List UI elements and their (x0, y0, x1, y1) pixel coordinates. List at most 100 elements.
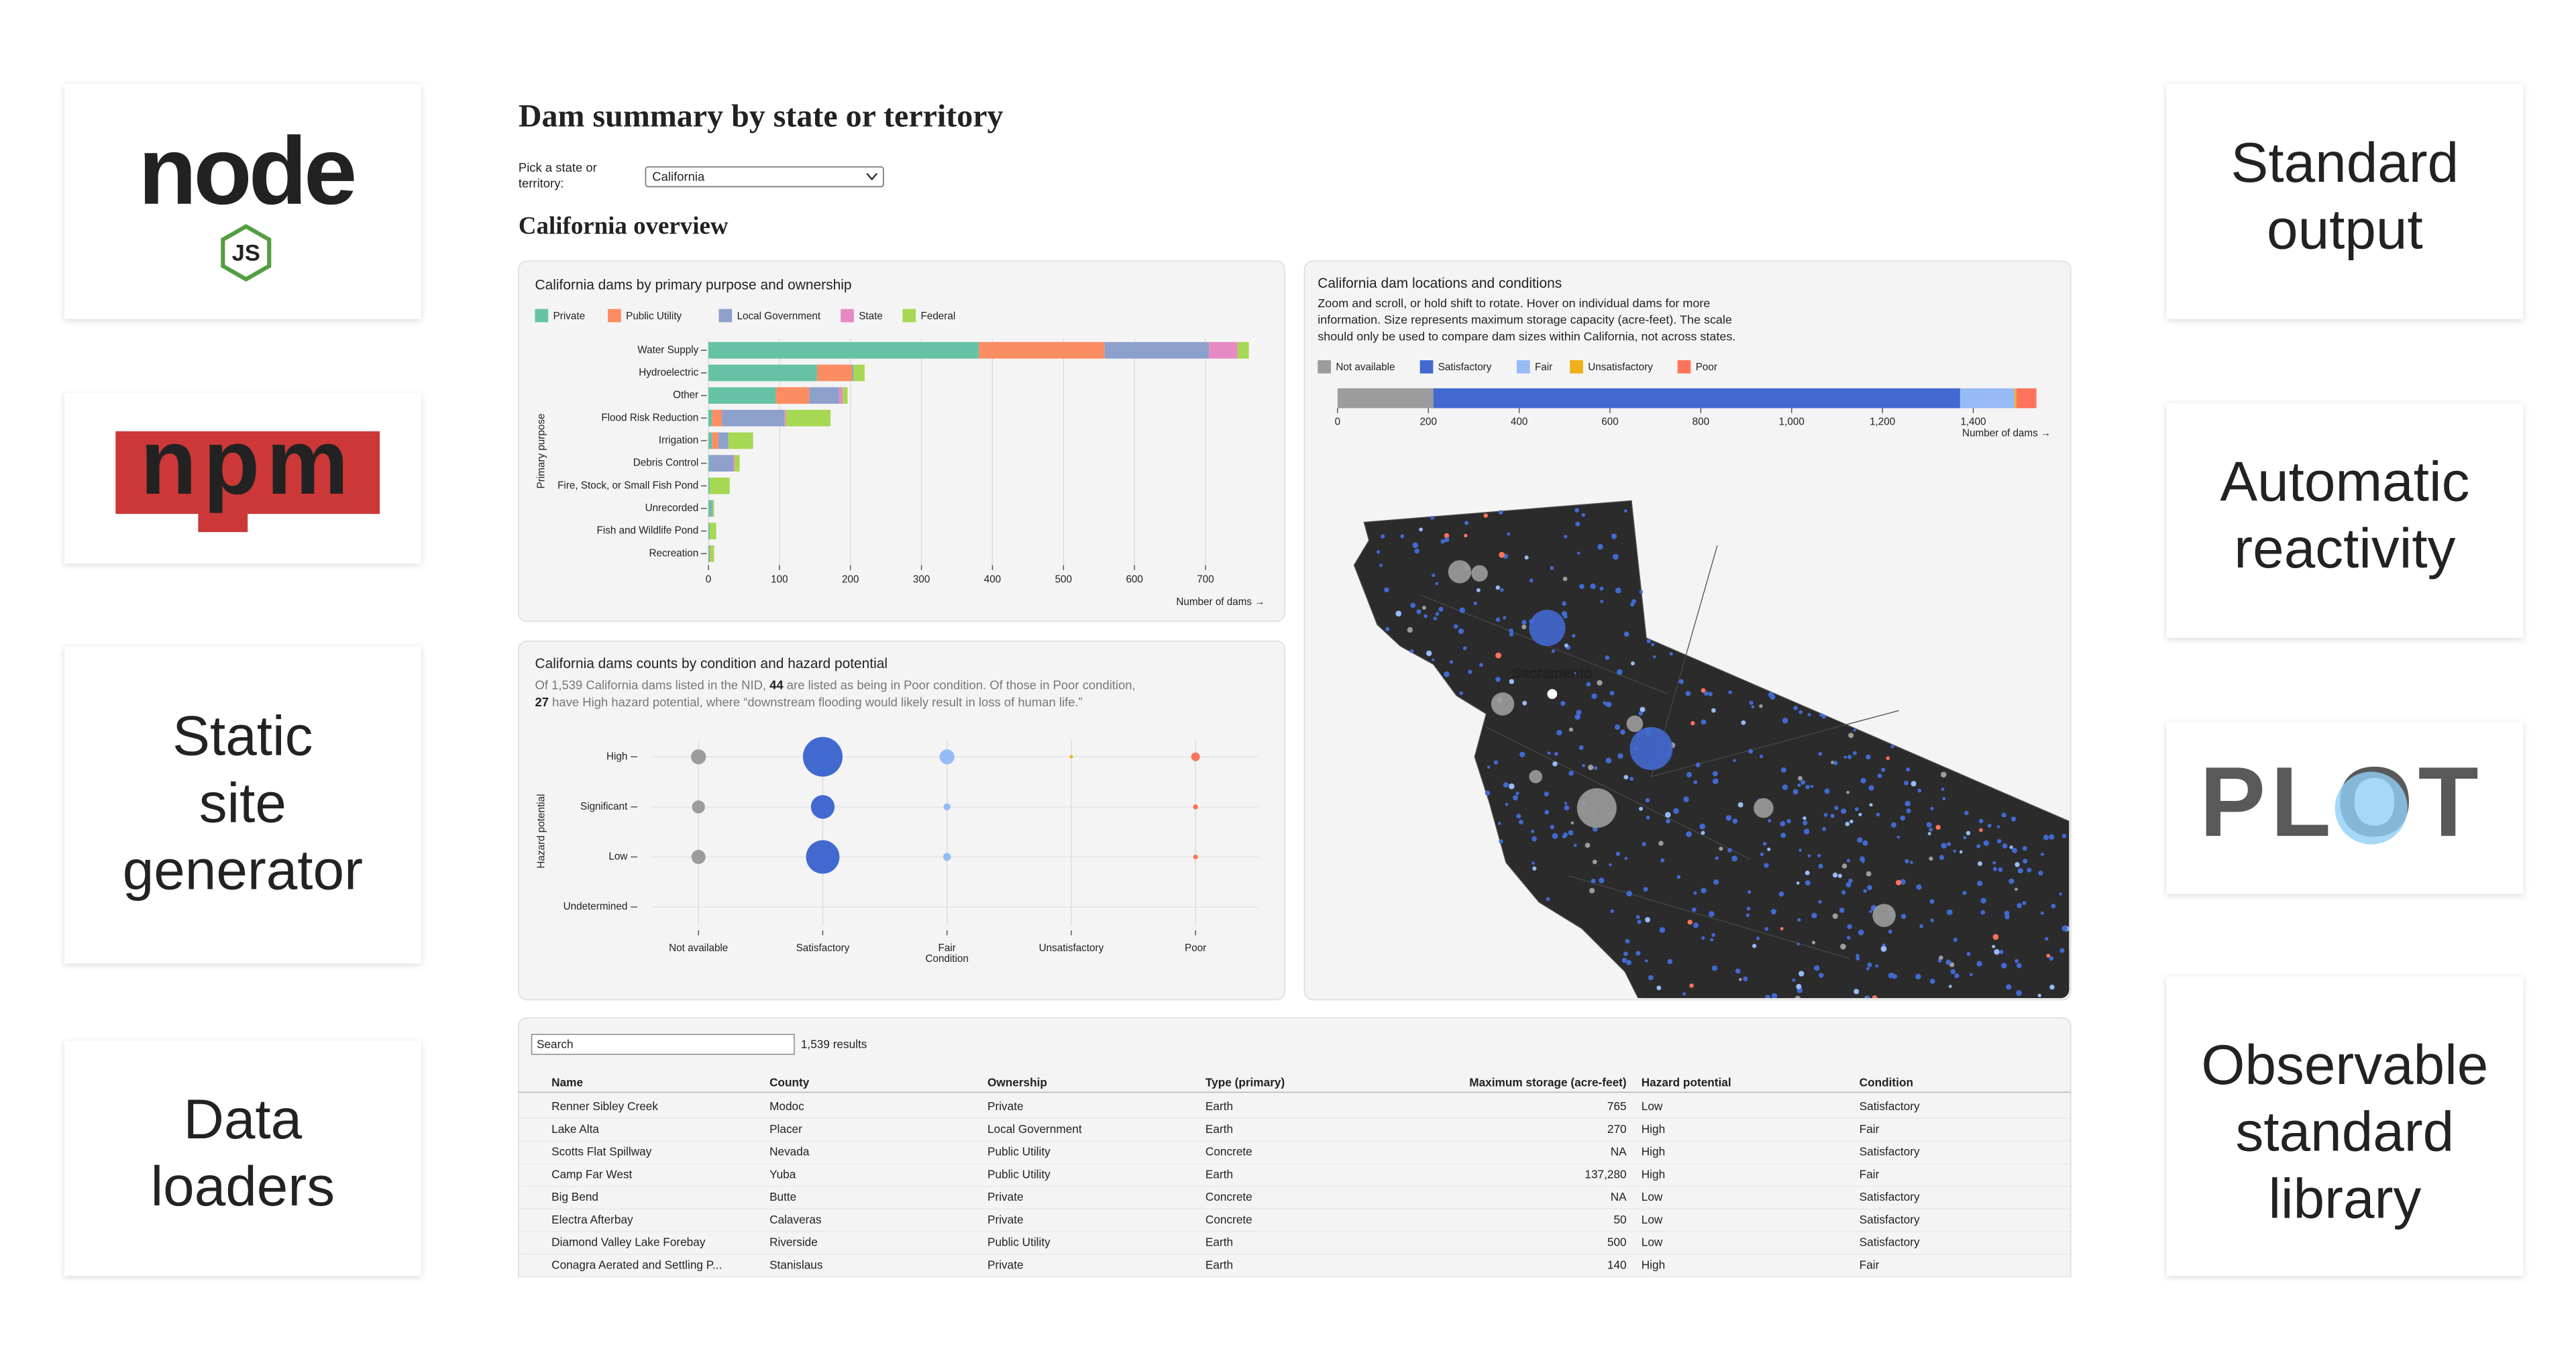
feature-label: reactivity (2234, 517, 2455, 580)
map-dot (1845, 882, 1851, 888)
map-dot (1582, 764, 1585, 767)
map-dot (1945, 959, 1951, 965)
column-header[interactable]: Ownership (987, 1075, 1047, 1089)
map-dot (1979, 828, 1983, 832)
map-dot (1626, 960, 1631, 965)
search-input[interactable] (531, 1034, 795, 1055)
map-dot (1498, 510, 1503, 515)
x-tick-label: 1,200 (1870, 416, 1895, 427)
map-dot (1962, 891, 1967, 896)
bar-segment (1237, 341, 1249, 359)
bar-segment (853, 364, 865, 382)
map-dot (1631, 599, 1637, 604)
column-header[interactable]: Maximum storage (acre-feet) (1469, 1075, 1626, 1089)
map-dot (1890, 744, 1894, 749)
table-cell: Fair (1860, 1167, 1880, 1181)
picker-select[interactable] (645, 166, 884, 188)
feature-label: Automatic (2220, 449, 2469, 512)
map-dot (1614, 724, 1621, 730)
legend-swatch (718, 309, 733, 323)
map-dot (1888, 929, 1892, 934)
column-header[interactable]: Hazard potential (1642, 1075, 1731, 1089)
map-dot (1532, 861, 1535, 865)
map-dot (1513, 795, 1518, 801)
map-dot (1708, 911, 1715, 917)
map-dot (2022, 901, 2027, 906)
npm-logo-tab (198, 504, 248, 533)
map-dot (1841, 808, 1847, 814)
npm-logo-box (115, 431, 380, 514)
search-placeholder: Search (537, 1038, 574, 1051)
map-dot (1640, 706, 1646, 712)
legend-swatch (902, 309, 916, 323)
map-dot (1832, 913, 1838, 919)
map-dot (1793, 706, 1798, 710)
map-dot (1666, 818, 1670, 824)
map-dot (2017, 867, 2023, 874)
table-cell: Diamond Valley Lake Forebay (551, 1236, 706, 1249)
y-tick-label: Fish and Wildlife Pond (597, 525, 699, 537)
feature-card (2166, 403, 2524, 638)
dashboard-title: Dam summary by state or territory (519, 98, 1004, 133)
map-dot (2006, 984, 2012, 990)
node-hexagon (221, 223, 272, 282)
bar-segment (2015, 388, 2017, 409)
column-header[interactable]: County (769, 1075, 810, 1089)
map-dot (1656, 985, 1662, 991)
map-dot (1524, 555, 1529, 560)
map-dot (1980, 898, 1986, 904)
map-dot (2001, 812, 2006, 818)
map-dot (1780, 832, 1786, 838)
map-dot (1819, 712, 1823, 717)
map-dot (1803, 828, 1810, 834)
map-dot (1950, 969, 1956, 975)
legend-label: Unsatisfactory (1588, 362, 1653, 373)
map-dot (1954, 973, 1960, 979)
feature-label: standard (2236, 1100, 2455, 1163)
county-line (1486, 726, 1751, 860)
legend-label: Not available (1336, 362, 1395, 373)
map-dot (1646, 639, 1651, 643)
map-dot (1673, 808, 1679, 814)
y-tick-label: Hydroelectric (639, 367, 698, 378)
feature-label: Static (172, 704, 313, 767)
bar-segment (708, 432, 712, 449)
table-cell: Riverside (769, 1236, 818, 1249)
table-cell: Satisfactory (1860, 1213, 1920, 1226)
column-header[interactable]: Type (primary) (1205, 1075, 1285, 1089)
bar-segment (775, 387, 810, 404)
map-dot (1561, 610, 1568, 617)
map-dot (1807, 712, 1811, 716)
map-dot (1760, 853, 1764, 857)
map-dot (2016, 963, 2022, 969)
map-dot (2041, 852, 2044, 856)
y-tick-label: Low (608, 851, 628, 863)
map-dot (1464, 521, 1469, 525)
map-dot (1384, 587, 1389, 593)
chart-subtitle: Zoom and scroll, or hold shift to rotate… (1318, 296, 1710, 310)
x-tick-label: 200 (1420, 416, 1437, 427)
table-cell: Low (1642, 1190, 1663, 1203)
bar-segment (710, 455, 734, 472)
column-header[interactable]: Condition (1860, 1075, 1913, 1089)
map-dot (1624, 857, 1628, 860)
map-dot (1780, 767, 1786, 773)
subtitle-part: 44 (769, 678, 784, 692)
map-dot (1610, 909, 1615, 914)
table-cell: Public Utility (987, 1236, 1051, 1249)
county-line (1568, 875, 1850, 959)
map-dot (1430, 516, 1435, 520)
map-dot (1690, 720, 1695, 726)
column-header[interactable]: Name (551, 1075, 583, 1089)
map-dot (1576, 709, 1582, 715)
map-dot (2049, 984, 2055, 990)
table-cell: NA (1611, 1190, 1627, 1203)
feature-label: site (199, 771, 286, 834)
map-dot (1651, 643, 1655, 647)
map-dot (1919, 924, 1924, 928)
map-dot (1552, 832, 1558, 839)
table-cell: Big Bend (551, 1190, 598, 1203)
bar-segment (728, 432, 753, 449)
map-dot (1926, 822, 1932, 828)
map-dot (1917, 788, 1922, 793)
